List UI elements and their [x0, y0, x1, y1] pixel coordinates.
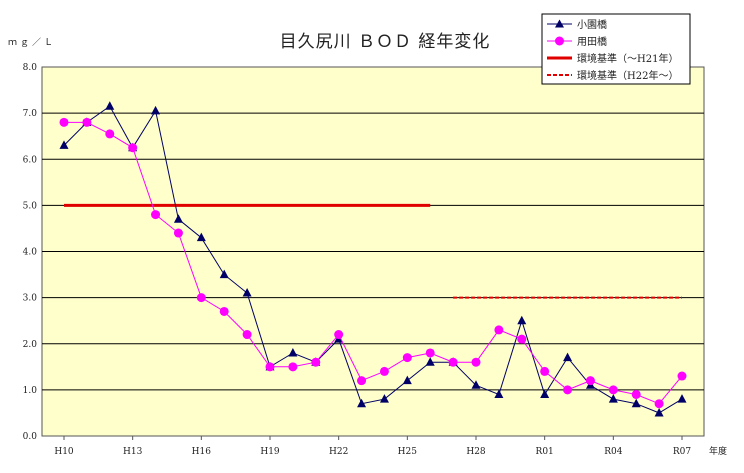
data-point-triangle — [219, 269, 229, 279]
x-tick-label: H28 — [466, 447, 486, 457]
x-tick-label: H13 — [123, 447, 143, 457]
x-tick-label: R01 — [536, 447, 554, 457]
data-point-circle — [654, 399, 664, 409]
data-point-circle — [677, 371, 687, 381]
legend-label-standard-old: 環境基準（～H21年） — [577, 52, 678, 65]
data-point-circle — [105, 129, 115, 139]
data-point-triangle — [288, 347, 298, 357]
data-point-triangle — [631, 398, 641, 408]
data-point-triangle — [608, 394, 618, 403]
data-point-triangle — [654, 407, 664, 417]
data-point-circle — [288, 362, 298, 372]
data-point-circle — [173, 228, 183, 238]
data-point-triangle — [402, 375, 412, 385]
data-point-circle — [608, 385, 618, 395]
legend-label-kozono: 小園橋 — [577, 18, 607, 31]
data-point-triangle — [563, 352, 573, 362]
legend-marker-triangle-icon — [555, 19, 564, 28]
x-tick-label: H10 — [54, 447, 74, 457]
data-point-triangle — [379, 394, 389, 403]
y-tick-label: 4.0 — [23, 248, 38, 258]
data-point-circle — [517, 334, 527, 344]
y-tick-label: 0.0 — [23, 432, 38, 442]
y-tick-label: 8.0 — [23, 63, 38, 73]
data-point-circle — [379, 366, 389, 376]
x-tick-label: R07 — [673, 447, 692, 457]
x-tick-label: H25 — [398, 447, 418, 457]
y-tick-label: 3.0 — [23, 294, 38, 304]
y-tick-label: 5.0 — [23, 201, 38, 211]
data-point-triangle — [173, 214, 183, 223]
data-point-triangle — [357, 398, 367, 408]
data-point-triangle — [151, 105, 161, 115]
data-point-triangle — [494, 389, 504, 398]
data-point-triangle — [196, 232, 206, 242]
chart-title: 目久尻川 ＢＯＤ 経年変化 — [280, 32, 491, 52]
data-point-circle — [563, 385, 573, 395]
data-point-triangle — [471, 380, 481, 389]
y-tick-label: 6.0 — [23, 155, 38, 165]
data-point-triangle — [242, 288, 252, 297]
data-point-circle — [494, 325, 504, 335]
legend-label-youda: 用田橋 — [577, 35, 607, 48]
x-tick-label: R04 — [604, 447, 623, 457]
data-point-circle — [265, 362, 275, 372]
data-point-triangle — [517, 315, 527, 325]
data-point-triangle — [677, 394, 687, 403]
data-point-circle — [196, 293, 206, 303]
data-point-circle — [585, 376, 595, 386]
data-point-circle — [334, 330, 344, 340]
legend-box — [541, 13, 691, 85]
data-point-circle — [242, 330, 252, 340]
data-point-circle — [425, 348, 435, 358]
x-tick-label: H16 — [192, 447, 212, 457]
legend-marker-circle-icon — [555, 36, 564, 46]
data-point-circle — [59, 117, 69, 127]
y-tick-label: 7.0 — [23, 109, 38, 119]
x-tick-label: H22 — [329, 447, 348, 457]
y-tick-label: 2.0 — [23, 340, 38, 350]
data-point-circle — [402, 353, 412, 363]
data-point-circle — [540, 366, 550, 376]
data-point-triangle — [425, 357, 435, 366]
data-point-circle — [311, 357, 321, 367]
x-tick-label: H19 — [260, 447, 280, 457]
data-point-triangle — [540, 389, 550, 398]
y-axis-unit: ｍｇ／Ｌ — [8, 37, 56, 48]
data-point-circle — [471, 357, 481, 367]
x-axis-unit: 年度 — [709, 445, 727, 457]
legend-label-standard-new: 環境基準（H22年～） — [577, 69, 678, 82]
series-line-0 — [63, 105, 683, 414]
data-point-circle — [128, 143, 138, 153]
data-point-circle — [151, 210, 161, 220]
data-point-circle — [219, 306, 229, 316]
y-tick-label: 1.0 — [23, 386, 38, 396]
legend: 小園橋 用田橋 環境基準（～H21年） 環境基準（H22年～） — [541, 13, 691, 85]
series-line-1 — [64, 121, 683, 405]
data-point-triangle — [59, 140, 69, 149]
data-point-circle — [448, 357, 458, 367]
data-point-circle — [357, 376, 367, 386]
data-point-triangle — [105, 101, 115, 110]
data-point-circle — [82, 117, 92, 127]
data-point-circle — [631, 389, 641, 399]
